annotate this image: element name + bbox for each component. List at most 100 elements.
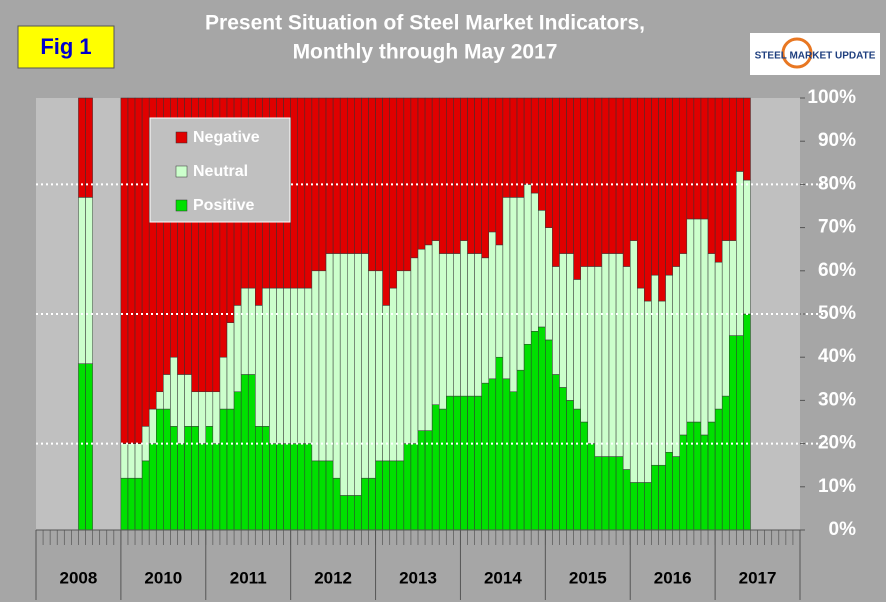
bar-segment — [608, 253, 617, 457]
bar-segment — [361, 97, 369, 254]
bar-segment — [191, 426, 199, 531]
bar-segment — [644, 300, 652, 483]
bar-segment — [580, 97, 589, 267]
bar-segment — [198, 443, 207, 531]
bar-segment — [120, 477, 129, 531]
bar-segment — [637, 287, 645, 483]
bar-segment — [679, 253, 688, 436]
bar-segment — [389, 97, 398, 289]
bar-segment — [693, 421, 702, 531]
bar-segment — [743, 97, 751, 181]
bar-segment — [601, 456, 610, 531]
bar-segment — [78, 97, 86, 198]
bar-segment — [481, 382, 489, 531]
bar-segment — [318, 270, 327, 462]
bar-segment — [714, 261, 723, 410]
bar-segment — [700, 218, 709, 436]
bar-segment — [148, 443, 157, 531]
bar-segment — [622, 97, 631, 267]
bar-segment — [347, 495, 355, 531]
bar-segment — [240, 374, 249, 531]
bar-segment — [566, 400, 574, 531]
bar-segment — [559, 387, 567, 531]
bar-segment — [127, 477, 136, 531]
y-tick-label: 100% — [807, 87, 856, 108]
bar-segment — [85, 197, 93, 364]
bar-segment — [170, 426, 178, 531]
bar-segment — [276, 287, 284, 444]
y-tick-label: 80% — [818, 173, 856, 194]
bar-segment — [509, 197, 518, 393]
bar-segment — [424, 97, 433, 246]
bar-segment — [424, 244, 433, 431]
y-tick-label: 40% — [818, 346, 856, 367]
bar-segment — [410, 97, 419, 259]
bar-segment — [559, 253, 567, 388]
bar-segment — [396, 460, 405, 531]
bar-segment — [658, 300, 666, 466]
bar-segment — [233, 391, 242, 531]
bar-segment — [290, 97, 298, 289]
bar-segment — [523, 184, 532, 345]
bar-segment — [644, 97, 652, 302]
bar-segment — [347, 253, 355, 496]
bar-segment — [644, 482, 652, 531]
bar-segment — [297, 443, 306, 531]
bar-segment — [566, 253, 574, 401]
bar-segment — [729, 97, 737, 241]
bar-segment — [311, 460, 320, 531]
bar-segment — [566, 97, 574, 254]
bar-segment — [177, 374, 185, 444]
bar-segment — [354, 253, 362, 496]
bar-segment — [120, 97, 129, 444]
bar-segment — [431, 240, 440, 405]
bar-segment — [375, 460, 383, 531]
bar-segment — [431, 404, 440, 531]
bar-segment — [85, 363, 93, 531]
chart-title: Monthly through May 2017 — [293, 41, 558, 64]
y-tick-label: 10% — [818, 476, 856, 497]
bar-segment — [417, 430, 426, 531]
bar-segment — [262, 287, 270, 427]
bar-segment — [467, 253, 475, 397]
bar-segment — [736, 171, 744, 336]
bar-segment — [467, 395, 475, 531]
legend-label: Neutral — [193, 163, 248, 180]
bar-segment — [198, 391, 207, 444]
bar-segment — [736, 335, 744, 531]
bar-segment — [580, 421, 589, 531]
bar-segment — [552, 374, 560, 531]
bar-segment — [304, 443, 313, 531]
y-tick-label: 90% — [818, 130, 856, 151]
bar-segment — [410, 257, 419, 444]
logo-text: STEEL MARKET UPDATE — [755, 51, 876, 62]
bar-segment — [615, 253, 624, 457]
y-tick-label: 20% — [818, 433, 856, 454]
bar-segment — [339, 495, 348, 531]
bar-segment — [417, 248, 426, 431]
bar-segment — [693, 218, 702, 423]
bar-segment — [212, 391, 221, 444]
bar-segment — [297, 97, 306, 289]
bar-segment — [509, 391, 518, 531]
bar-segment — [339, 253, 348, 496]
bar-segment — [290, 443, 298, 531]
y-tick-label: 70% — [818, 217, 856, 238]
bar-segment — [347, 97, 355, 254]
bar-segment — [573, 97, 581, 280]
bar-segment — [382, 460, 390, 531]
bar-segment — [637, 482, 645, 531]
bar-segment — [460, 97, 468, 241]
bar-segment — [304, 287, 313, 444]
group-label: 2016 — [654, 568, 692, 587]
bar-segment — [205, 391, 214, 427]
bar-segment — [721, 97, 730, 241]
bar-segment — [637, 97, 645, 289]
bar-segment — [184, 374, 192, 427]
logo-swoosh — [781, 37, 813, 69]
bar-segment — [686, 97, 695, 220]
bar-segment — [332, 97, 341, 254]
legend-swatch — [175, 165, 188, 178]
bar-segment — [651, 464, 659, 531]
legend-box — [149, 117, 291, 223]
